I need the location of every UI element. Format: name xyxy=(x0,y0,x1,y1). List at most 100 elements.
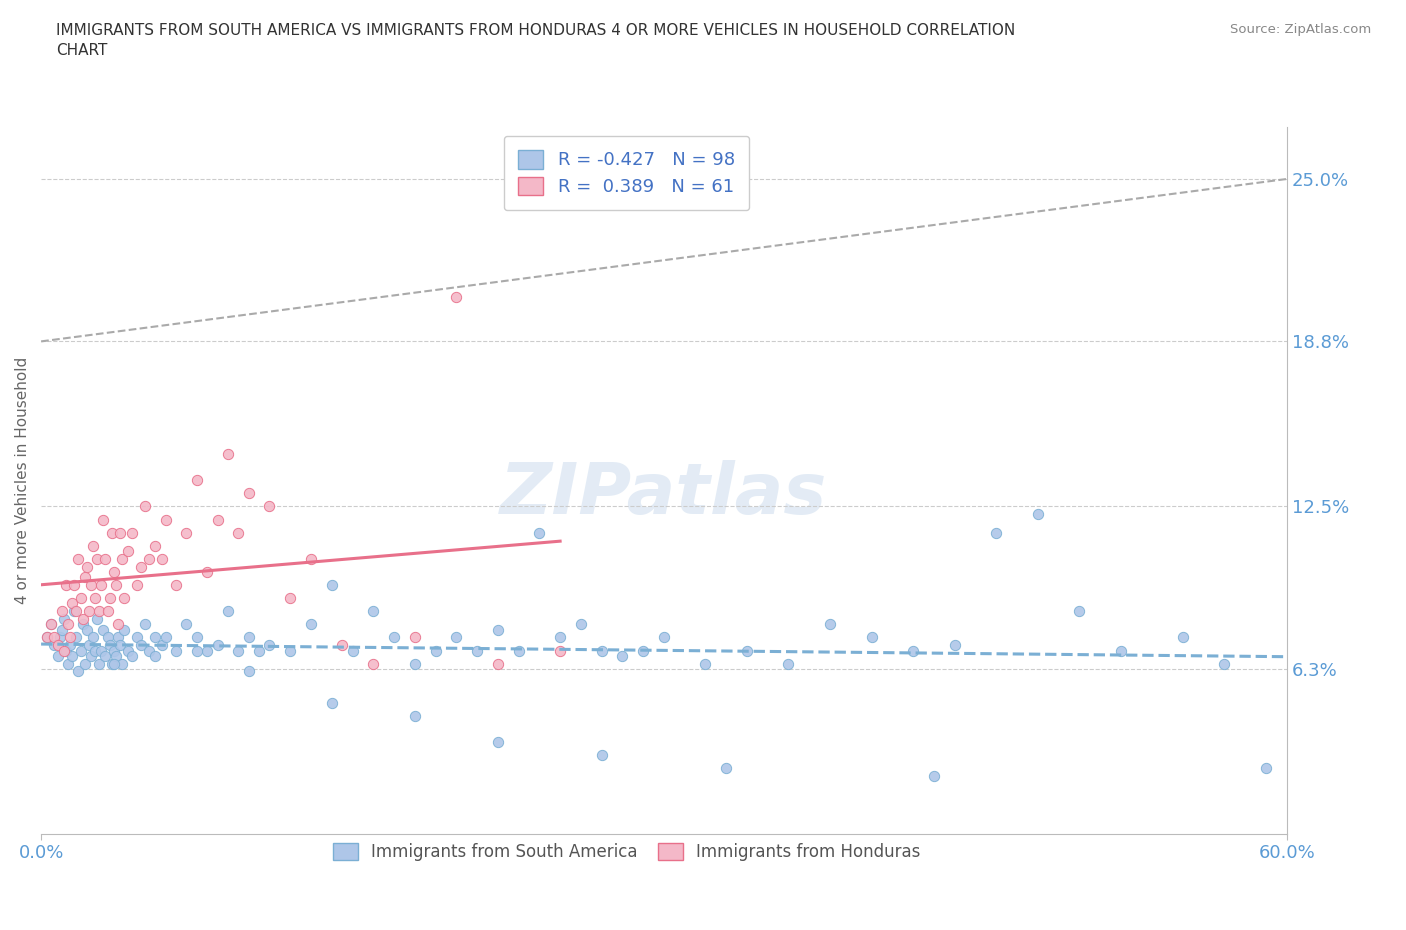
Point xyxy=(278,591,301,605)
Point xyxy=(217,604,239,618)
Point xyxy=(111,551,134,566)
Point xyxy=(143,648,166,663)
Point xyxy=(93,512,115,527)
Point xyxy=(860,630,883,644)
Point xyxy=(56,657,79,671)
Point xyxy=(129,638,152,653)
Point xyxy=(42,638,65,653)
Point xyxy=(112,622,135,637)
Point xyxy=(63,578,86,592)
Point xyxy=(82,630,104,644)
Point xyxy=(103,565,125,579)
Point xyxy=(89,604,111,618)
Point xyxy=(108,638,131,653)
Point xyxy=(217,446,239,461)
Point xyxy=(103,643,125,658)
Point xyxy=(51,622,73,637)
Point xyxy=(100,525,122,540)
Point xyxy=(465,643,488,658)
Point xyxy=(508,643,530,658)
Point xyxy=(76,622,98,637)
Point xyxy=(46,648,69,663)
Point xyxy=(100,657,122,671)
Point xyxy=(321,578,343,592)
Point xyxy=(84,591,107,605)
Point xyxy=(121,525,143,540)
Point xyxy=(176,617,198,631)
Legend: Immigrants from South America, Immigrants from Honduras: Immigrants from South America, Immigrant… xyxy=(326,836,927,868)
Point xyxy=(486,735,509,750)
Point xyxy=(922,769,945,784)
Point xyxy=(52,643,75,658)
Point xyxy=(82,538,104,553)
Point xyxy=(77,638,100,653)
Point xyxy=(117,643,139,658)
Point xyxy=(299,551,322,566)
Point xyxy=(125,630,148,644)
Point xyxy=(98,591,121,605)
Point xyxy=(446,289,468,304)
Text: ZIPatlas: ZIPatlas xyxy=(501,459,828,529)
Point xyxy=(143,630,166,644)
Point xyxy=(49,630,72,644)
Point xyxy=(56,617,79,631)
Point xyxy=(60,596,83,611)
Point xyxy=(186,630,208,644)
Point xyxy=(150,551,173,566)
Point xyxy=(112,591,135,605)
Point xyxy=(631,643,654,658)
Point xyxy=(150,638,173,653)
Point xyxy=(1026,507,1049,522)
Point xyxy=(901,643,924,658)
Point xyxy=(342,643,364,658)
Point xyxy=(228,643,250,658)
Point xyxy=(714,761,737,776)
Point xyxy=(90,643,112,658)
Point xyxy=(548,643,571,658)
Point xyxy=(943,638,966,653)
Point xyxy=(117,543,139,558)
Point xyxy=(591,748,613,763)
Point xyxy=(486,657,509,671)
Point xyxy=(695,657,717,671)
Point xyxy=(155,630,177,644)
Point xyxy=(72,612,94,627)
Point xyxy=(98,638,121,653)
Point xyxy=(446,630,468,644)
Point xyxy=(67,664,90,679)
Point xyxy=(84,643,107,658)
Point xyxy=(94,648,117,663)
Point xyxy=(238,630,260,644)
Point xyxy=(41,617,63,631)
Point xyxy=(207,638,229,653)
Point xyxy=(176,525,198,540)
Point xyxy=(80,578,103,592)
Point xyxy=(529,525,551,540)
Text: IMMIGRANTS FROM SOUTH AMERICA VS IMMIGRANTS FROM HONDURAS 4 OR MORE VEHICLES IN : IMMIGRANTS FROM SOUTH AMERICA VS IMMIGRA… xyxy=(56,23,1015,58)
Point xyxy=(134,499,156,514)
Point xyxy=(186,472,208,487)
Point xyxy=(107,617,129,631)
Point xyxy=(134,617,156,631)
Point xyxy=(361,604,384,618)
Point xyxy=(138,643,160,658)
Point xyxy=(69,591,91,605)
Point xyxy=(778,657,800,671)
Point xyxy=(259,499,281,514)
Point xyxy=(612,648,634,663)
Point xyxy=(46,638,69,653)
Point xyxy=(207,512,229,527)
Point xyxy=(155,512,177,527)
Point xyxy=(1171,630,1194,644)
Point xyxy=(165,578,187,592)
Point xyxy=(41,617,63,631)
Point xyxy=(195,565,218,579)
Point xyxy=(591,643,613,658)
Point xyxy=(1213,657,1236,671)
Point xyxy=(80,648,103,663)
Point xyxy=(129,559,152,574)
Point xyxy=(548,630,571,644)
Point xyxy=(1069,604,1091,618)
Point xyxy=(425,643,447,658)
Point xyxy=(186,643,208,658)
